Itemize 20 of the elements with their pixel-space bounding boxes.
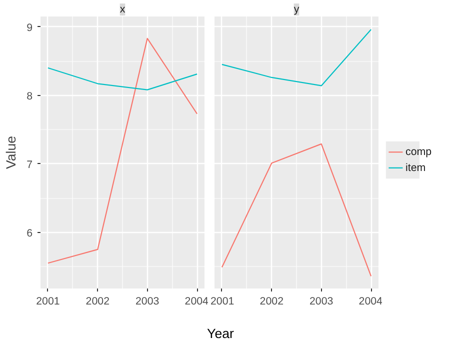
y-tick-label: 9 xyxy=(26,22,33,34)
x-tick-label: 2002 xyxy=(260,296,284,308)
chart-title: x xyxy=(120,4,126,16)
y-tick-label: 7 xyxy=(26,158,33,171)
x-tick-label: 2003 xyxy=(135,296,160,308)
y-tick-label: 6 xyxy=(26,227,33,240)
chart-title: y xyxy=(294,4,300,16)
legend-label: item xyxy=(406,162,426,174)
x-axis-title: Year xyxy=(207,326,235,341)
line-series xyxy=(47,38,198,264)
x-tick-label: 2001 xyxy=(36,296,60,308)
x-tick-label: 2001 xyxy=(210,296,234,308)
line-series xyxy=(47,67,198,90)
x-tick-label: 2004 xyxy=(358,296,383,308)
x-tick-label: 2004 xyxy=(184,296,209,308)
x-tick-label: 2003 xyxy=(309,296,334,308)
y-tick-label: 8 xyxy=(26,90,33,102)
legend-label: comp xyxy=(406,146,432,158)
y-axis-title: Value xyxy=(4,136,19,170)
x-tick-label: 2002 xyxy=(86,296,110,308)
